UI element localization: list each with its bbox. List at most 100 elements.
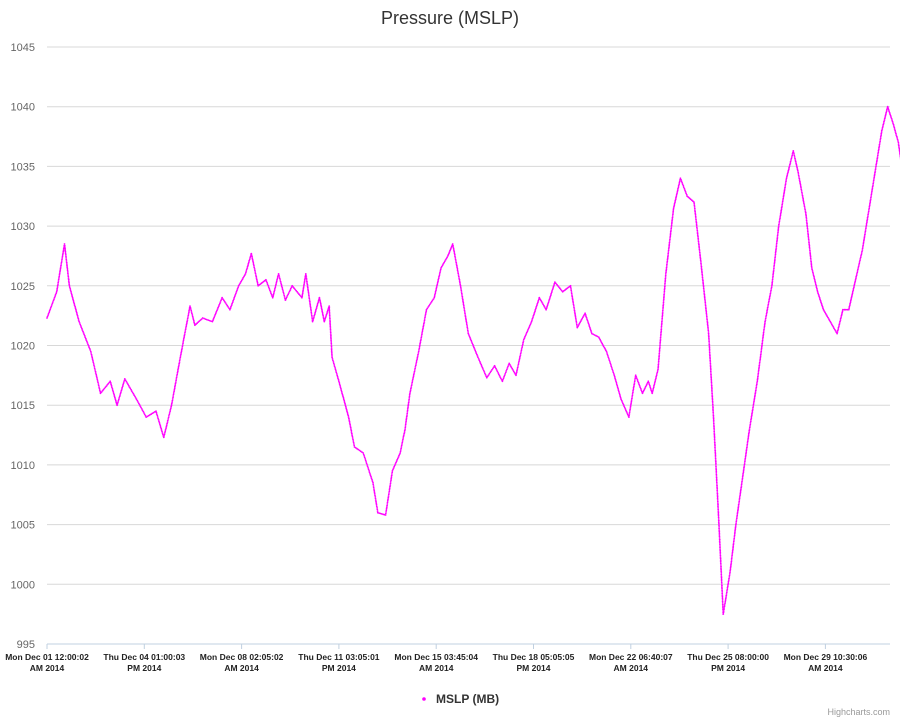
data-point <box>698 245 700 248</box>
data-point <box>439 268 442 271</box>
data-point <box>192 319 195 322</box>
data-point <box>265 278 267 281</box>
data-point <box>772 272 775 275</box>
data-point <box>107 382 110 385</box>
data-point <box>569 284 572 287</box>
data-point <box>747 437 750 440</box>
data-point <box>256 280 259 283</box>
data-point <box>304 273 307 275</box>
data-point <box>879 137 882 140</box>
data-point <box>83 334 86 337</box>
data-point <box>556 284 559 287</box>
data-point <box>632 386 635 389</box>
data-point <box>872 181 875 183</box>
data-point <box>695 224 698 227</box>
data-point <box>768 300 770 303</box>
data-point <box>406 414 408 416</box>
data-point <box>674 201 676 204</box>
data-point <box>729 569 732 572</box>
data-point <box>755 386 758 389</box>
data-point <box>305 276 308 278</box>
series-mslp[interactable] <box>46 105 900 615</box>
data-point <box>711 397 714 400</box>
data-point <box>715 476 718 479</box>
legend[interactable]: MSLP (MB) <box>422 692 499 706</box>
data-point <box>809 251 811 254</box>
data-point <box>633 382 636 384</box>
data-point <box>800 188 803 191</box>
data-point <box>156 416 159 418</box>
data-point <box>699 259 702 262</box>
data-point <box>212 317 215 320</box>
data-point <box>238 283 241 286</box>
data-point <box>419 342 421 345</box>
data-point <box>877 151 880 154</box>
data-point <box>722 610 725 612</box>
data-point <box>457 275 460 278</box>
data-point <box>778 219 781 221</box>
data-point <box>739 491 742 494</box>
data-point <box>741 479 744 481</box>
data-point <box>775 245 778 248</box>
data-point <box>682 186 685 189</box>
data-point <box>117 401 119 404</box>
data-point <box>68 286 71 289</box>
data-point <box>130 390 133 392</box>
data-point <box>763 328 765 331</box>
data-point <box>430 300 433 303</box>
data-point <box>590 329 592 332</box>
data-point <box>112 392 115 395</box>
data-point <box>233 295 236 298</box>
data-point <box>716 486 718 489</box>
data-point <box>575 323 578 326</box>
data-point <box>308 300 311 303</box>
data-point <box>714 456 717 458</box>
data-point <box>318 298 321 301</box>
data-point <box>657 366 660 369</box>
data-point <box>863 239 865 242</box>
data-point <box>735 522 737 524</box>
data-point <box>703 295 706 298</box>
data-point <box>573 308 576 310</box>
data-point <box>436 284 438 287</box>
data-point <box>349 426 352 429</box>
data-point <box>740 486 743 489</box>
data-point <box>396 457 399 460</box>
credits-link[interactable]: Highcharts.com <box>827 707 890 717</box>
data-point <box>715 464 717 466</box>
data-point <box>665 266 668 269</box>
data-point <box>100 391 103 393</box>
data-point <box>52 299 55 302</box>
data-point <box>623 406 626 409</box>
data-point <box>533 311 536 314</box>
data-point <box>632 388 635 391</box>
data-point <box>731 556 733 558</box>
data-point <box>816 287 818 290</box>
data-point <box>707 332 710 335</box>
data-point <box>771 278 774 281</box>
data-point <box>46 315 49 318</box>
data-point <box>521 344 524 347</box>
data-point <box>387 496 390 499</box>
data-point <box>450 245 453 248</box>
data-point <box>718 527 720 530</box>
data-point <box>409 390 412 393</box>
data-point <box>482 368 484 370</box>
data-point <box>715 478 718 481</box>
data-point <box>165 427 167 430</box>
data-point <box>405 420 407 423</box>
data-point <box>804 211 807 214</box>
data-point <box>61 258 63 261</box>
data-point <box>871 188 874 191</box>
data-point <box>53 296 56 299</box>
data-point <box>773 267 775 270</box>
data-point <box>517 362 520 364</box>
data-point <box>670 227 673 230</box>
data-point <box>272 292 275 295</box>
data-point <box>57 281 60 284</box>
data-point <box>742 468 745 470</box>
data-point <box>696 231 699 234</box>
data-point <box>213 315 216 317</box>
data-point <box>882 122 885 124</box>
data-point <box>668 243 671 246</box>
